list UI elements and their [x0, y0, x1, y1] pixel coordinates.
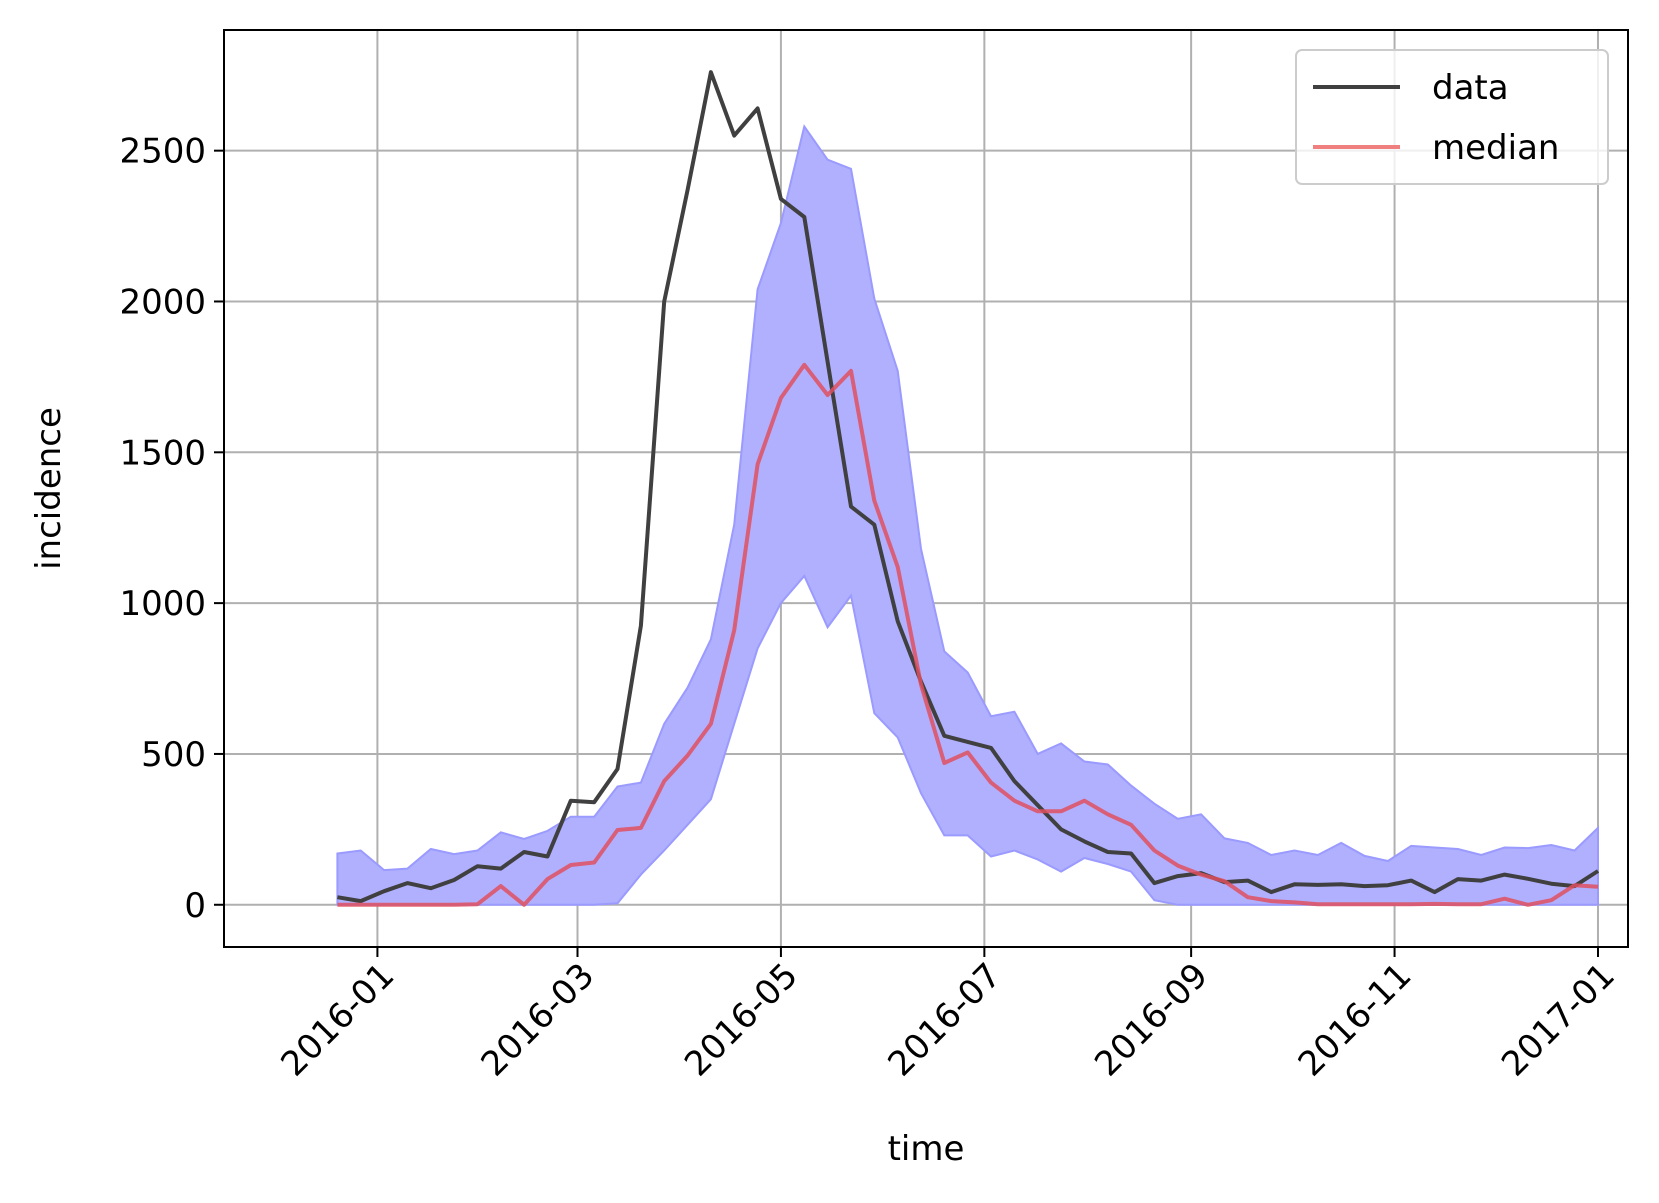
y-axis-ticks: 0 500 1000 1500 2000 2500 — [119, 132, 224, 926]
x-axis-label: time — [888, 1129, 965, 1169]
plot-frame — [223, 29, 1629, 948]
y-tick-label: 1500 — [119, 433, 206, 473]
legend-label-median: median — [1432, 128, 1559, 168]
series-line-data — [337, 70, 1600, 904]
y-tick-label: 1000 — [119, 584, 206, 624]
series-line-median — [337, 362, 1599, 907]
y-tick-label: 2000 — [119, 282, 206, 322]
legend: data median — [1295, 49, 1609, 185]
legend-box — [1295, 49, 1609, 185]
y-tick-label: 2500 — [119, 132, 206, 172]
y-tick-label: 500 — [141, 735, 206, 775]
y-tick-label: 0 — [184, 886, 206, 926]
band-area — [336, 124, 1599, 906]
series-lines — [337, 70, 1600, 907]
y-axis-label: incidence — [29, 407, 69, 570]
confidence-band — [336, 124, 1599, 906]
legend-label-data: data — [1432, 68, 1509, 108]
